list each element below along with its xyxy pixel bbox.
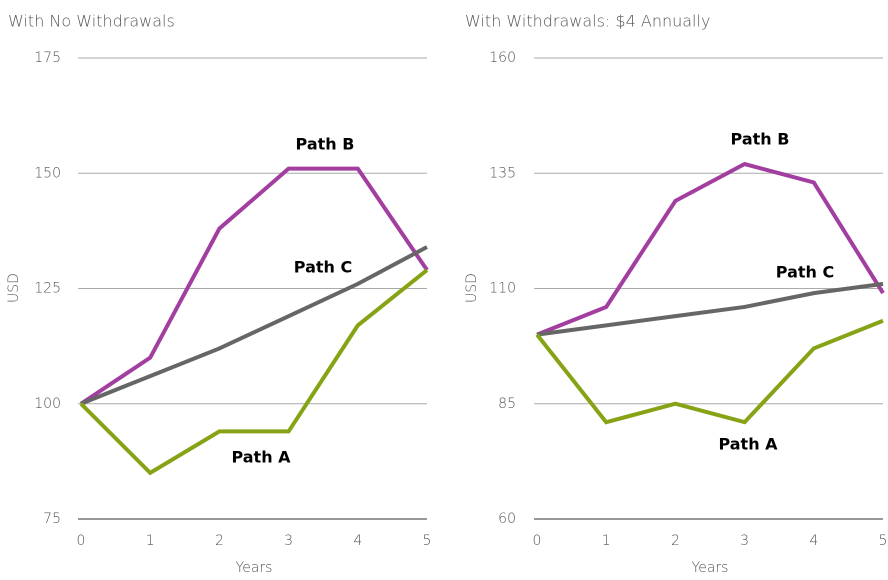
series-label: Path A — [718, 435, 778, 454]
y-axis-label: USD — [464, 273, 480, 303]
x-tick-label: 2 — [215, 533, 224, 549]
x-tick-label: 3 — [740, 533, 749, 549]
x-axis-label: Years — [236, 560, 273, 576]
series-label: Path A — [231, 448, 291, 467]
line-series — [535, 318, 884, 425]
y-tick-label: 75 — [43, 511, 61, 527]
y-tick-label: 150 — [34, 165, 61, 181]
x-tick-label: 1 — [602, 533, 611, 549]
x-tick-label: 4 — [353, 533, 362, 549]
series-label: Path C — [776, 263, 834, 282]
series-label: Path C — [294, 258, 352, 277]
series-label: Path B — [296, 135, 355, 154]
chart-title: With Withdrawals: $4 Annually — [465, 12, 710, 31]
series-label: Path B — [731, 130, 790, 149]
x-tick-label: 2 — [671, 533, 680, 549]
x-tick-label: 1 — [146, 533, 155, 549]
y-tick-label: 160 — [489, 50, 516, 66]
line-series — [79, 166, 429, 406]
y-tick-label: 175 — [34, 50, 61, 66]
x-axis-label: Years — [692, 560, 729, 576]
y-tick-label: 125 — [34, 281, 61, 297]
y-tick-label: 85 — [498, 396, 516, 412]
y-tick-label: 60 — [498, 511, 516, 527]
y-tick-label: 135 — [489, 165, 516, 181]
line-series — [79, 268, 429, 476]
x-tick-label: 0 — [533, 533, 542, 549]
x-tick-label: 0 — [77, 533, 86, 549]
x-tick-label: 4 — [809, 533, 818, 549]
chart-title: With No Withdrawals — [8, 12, 175, 31]
y-tick-label: 110 — [489, 281, 516, 297]
y-tick-label: 100 — [34, 396, 61, 412]
x-tick-label: 5 — [423, 533, 432, 549]
line-series — [536, 281, 884, 337]
x-tick-label: 3 — [284, 533, 293, 549]
x-tick-label: 5 — [879, 533, 888, 549]
line-series — [80, 245, 428, 406]
y-axis-label: USD — [6, 273, 22, 303]
line-series — [536, 161, 885, 337]
